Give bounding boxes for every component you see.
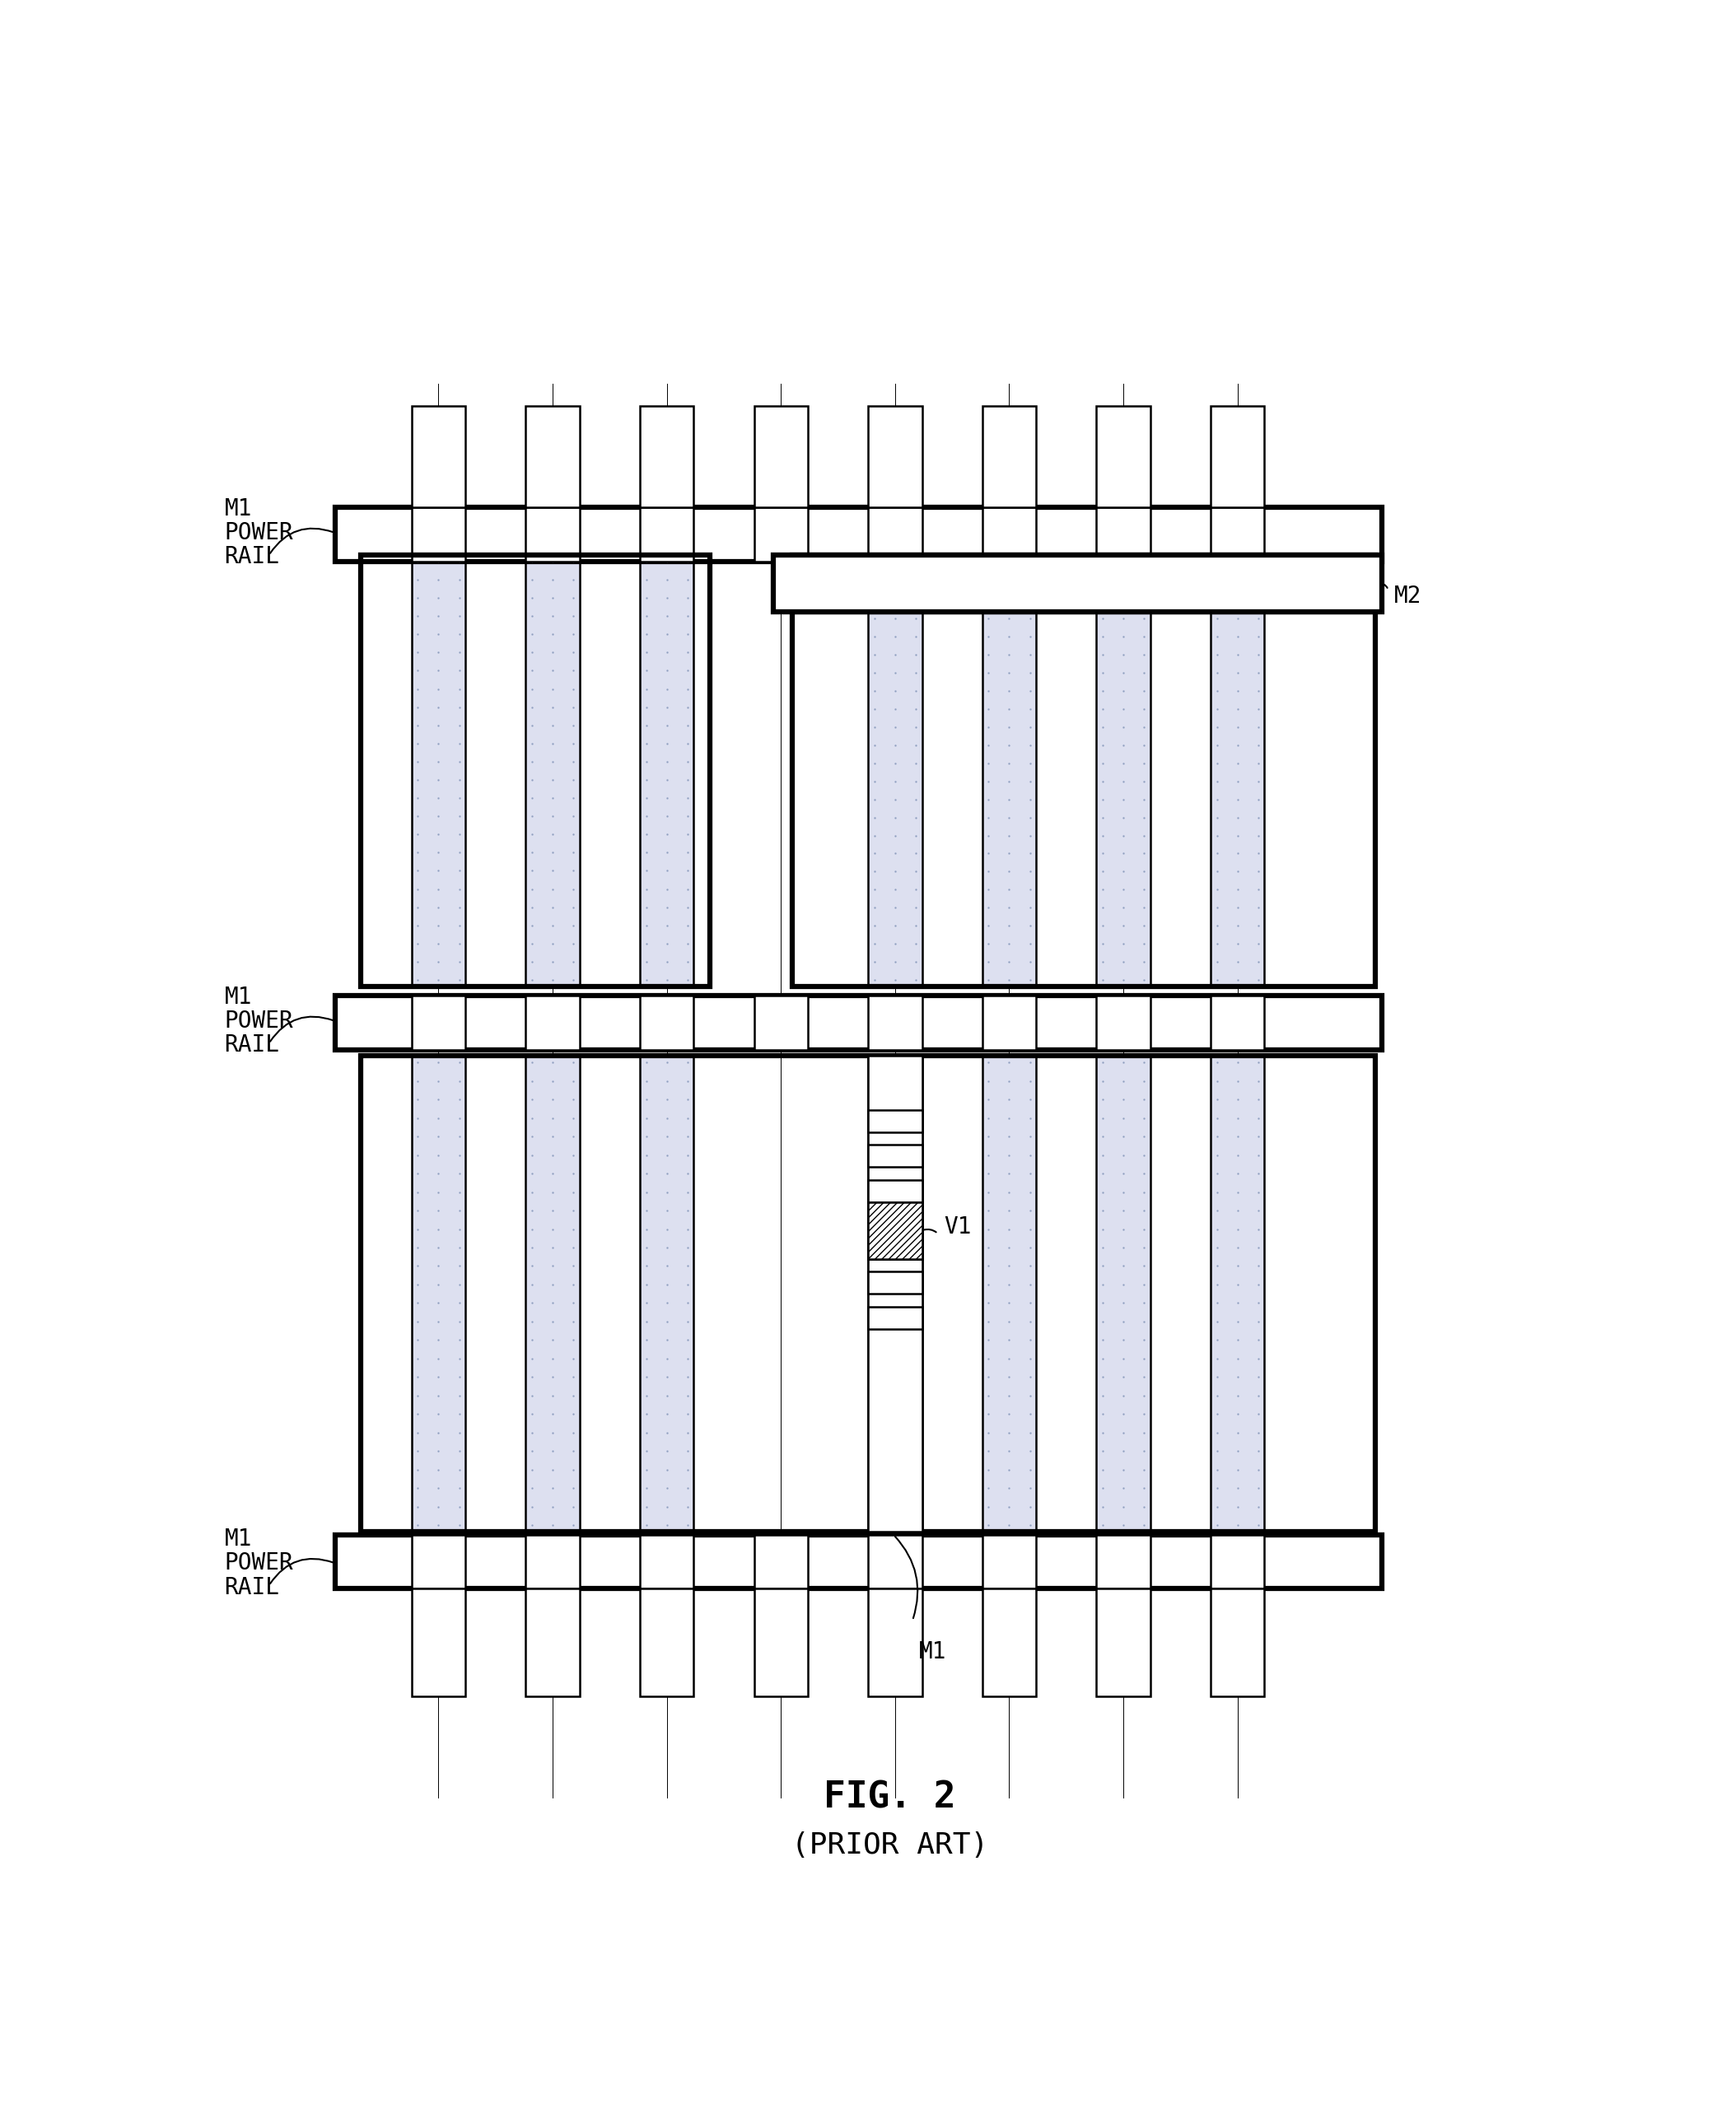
Bar	[1097, 1057, 1151, 1531]
Bar	[411, 508, 465, 562]
Text: FIG. 2: FIG. 2	[823, 1780, 957, 1816]
Bar	[1097, 995, 1151, 1051]
Bar	[868, 1144, 922, 1168]
Bar	[335, 995, 1382, 1051]
Bar	[361, 1057, 1375, 1531]
Bar	[526, 1589, 580, 1697]
Text: M1
POWER
RAIL: M1 POWER RAIL	[224, 985, 293, 1057]
Bar	[1210, 406, 1264, 508]
Text: M1
POWER
RAIL: M1 POWER RAIL	[224, 498, 293, 568]
Bar	[411, 1589, 465, 1697]
Bar	[1210, 1589, 1264, 1697]
Bar	[335, 508, 1382, 562]
Bar	[335, 1536, 1382, 1589]
Bar	[868, 1057, 922, 1531]
Bar	[1097, 406, 1151, 508]
Bar	[983, 995, 1036, 1051]
Bar	[773, 555, 1382, 613]
Bar	[411, 995, 465, 1051]
Bar	[411, 1057, 465, 1531]
Bar	[868, 613, 922, 987]
Bar	[868, 406, 922, 508]
Bar	[983, 1057, 1036, 1531]
Bar	[792, 613, 1375, 987]
Bar	[641, 1057, 694, 1531]
Bar	[753, 406, 807, 508]
Bar	[868, 1536, 922, 1589]
Text: M1: M1	[918, 1640, 946, 1663]
Bar	[753, 1536, 807, 1589]
Bar	[868, 1202, 922, 1259]
Bar	[641, 1536, 694, 1589]
Bar	[868, 508, 922, 562]
Bar	[1097, 508, 1151, 562]
Text: V1: V1	[944, 1217, 972, 1238]
Bar	[868, 1589, 922, 1697]
Bar	[868, 995, 922, 1051]
Text: M2: M2	[1394, 585, 1422, 608]
Bar	[526, 406, 580, 508]
Bar	[983, 1536, 1036, 1589]
Bar	[1210, 1536, 1264, 1589]
Bar	[361, 555, 710, 987]
Bar	[1097, 1589, 1151, 1697]
Bar	[753, 995, 807, 1051]
Bar	[526, 508, 580, 562]
Bar	[868, 1236, 922, 1259]
Bar	[641, 508, 694, 562]
Bar	[753, 1589, 807, 1697]
Bar	[641, 1589, 694, 1697]
Bar	[526, 1536, 580, 1589]
Bar	[868, 1057, 922, 1531]
Bar	[641, 995, 694, 1051]
Bar	[868, 1306, 922, 1329]
Bar	[526, 995, 580, 1051]
Bar	[1210, 1057, 1264, 1531]
Bar	[1097, 613, 1151, 987]
Bar	[868, 1272, 922, 1293]
Text: M1
POWER
RAIL: M1 POWER RAIL	[224, 1527, 293, 1600]
Bar	[1210, 613, 1264, 987]
Bar	[983, 613, 1036, 987]
Bar	[411, 406, 465, 508]
Bar	[526, 1057, 580, 1531]
Bar	[983, 406, 1036, 508]
Bar	[411, 1536, 465, 1589]
Bar	[1210, 508, 1264, 562]
Bar	[983, 1589, 1036, 1697]
Bar	[641, 555, 694, 987]
Bar	[753, 508, 807, 562]
Bar	[411, 555, 465, 987]
Bar	[1210, 995, 1264, 1051]
Bar	[526, 555, 580, 987]
Bar	[641, 406, 694, 508]
Bar	[868, 1110, 922, 1132]
Bar	[983, 508, 1036, 562]
Bar	[1097, 1536, 1151, 1589]
Text: (PRIOR ART): (PRIOR ART)	[792, 1831, 988, 1859]
Bar	[868, 1180, 922, 1202]
